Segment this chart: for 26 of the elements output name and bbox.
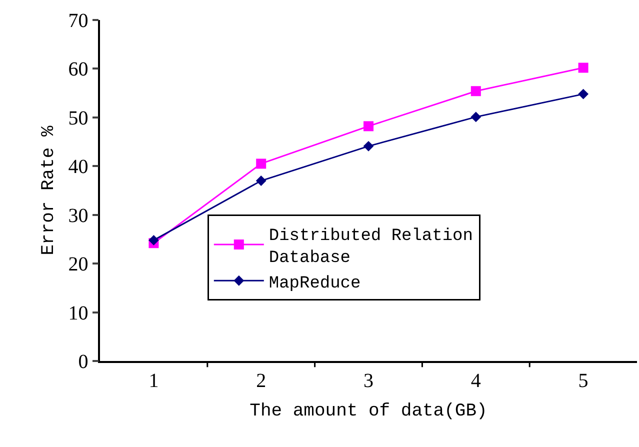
- y-tick-label: 50: [68, 107, 88, 130]
- y-axis-title: Error Rate %: [38, 125, 59, 256]
- point: [148, 234, 159, 246]
- x-tick-label: 5: [578, 370, 588, 392]
- point: [363, 140, 374, 152]
- point: [256, 176, 266, 186]
- legend-label: Distributed Relation Database: [268, 227, 473, 268]
- x-tick-label: 4: [470, 370, 481, 392]
- point: [364, 121, 374, 132]
- x-tick-label: 1: [148, 370, 159, 392]
- x-tick-label: 3: [364, 370, 374, 392]
- point: [470, 86, 481, 96]
- y-tick-label: 20: [68, 254, 88, 276]
- y-tick-label: 10: [68, 302, 88, 324]
- y-tick-label: 70: [68, 10, 88, 32]
- point: [470, 112, 482, 122]
- x-axis-title: The amount of data(GB): [250, 401, 488, 422]
- legend-label: MapReduce: [268, 274, 361, 294]
- y-tick-label: 40: [68, 156, 88, 178]
- y-tick-label: 0: [78, 351, 88, 373]
- x-tick-label: 2: [256, 370, 266, 392]
- point: [578, 88, 588, 100]
- y-tick-label: 60: [68, 58, 88, 81]
- point: [256, 158, 266, 169]
- point: [578, 62, 588, 73]
- y-tick-label: 30: [68, 204, 88, 227]
